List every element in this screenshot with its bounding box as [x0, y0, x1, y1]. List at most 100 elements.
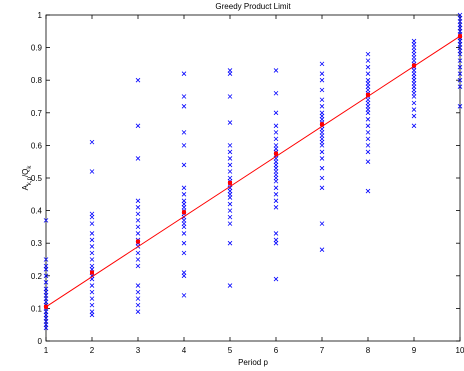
data-point [319, 247, 325, 253]
data-point [135, 302, 141, 308]
data-point [365, 136, 371, 142]
data-point [457, 48, 463, 54]
data-point [273, 237, 279, 243]
fit-line-marker [136, 239, 140, 244]
data-point [273, 192, 279, 197]
data-point [227, 208, 233, 213]
data-point [365, 103, 371, 109]
data-point [411, 81, 417, 86]
data-point [411, 51, 417, 57]
y-axis-label-main: A [21, 184, 30, 190]
y-tick-label: 0.1 [31, 304, 43, 313]
data-point [181, 185, 187, 191]
data-point [457, 29, 463, 34]
data-point [89, 312, 95, 318]
data-point [43, 325, 49, 331]
data-point [411, 45, 417, 50]
data-point [273, 240, 279, 246]
data-point [135, 289, 141, 295]
data-point [273, 198, 279, 204]
data-point [365, 81, 371, 86]
data-point [227, 240, 233, 246]
data-point [135, 257, 141, 262]
y-tick-label: 1 [38, 11, 43, 20]
data-point [411, 123, 417, 129]
data-point [181, 218, 187, 223]
y-axis: 0 0.1 0.2 0.3 0.4 0.5 0.6 0.7 0.8 0.9 1 [31, 11, 460, 346]
data-point [273, 123, 279, 129]
data-point [365, 110, 371, 116]
data-point [411, 107, 417, 112]
x-tick-label: 1 [44, 346, 49, 355]
data-point [319, 97, 325, 103]
data-point [43, 263, 49, 269]
x-axis-label: Period p [238, 358, 268, 367]
data-point [89, 211, 95, 217]
x-tick-label: 3 [136, 346, 141, 355]
data-point [43, 218, 49, 223]
data-point [365, 143, 371, 148]
data-point [411, 100, 417, 106]
data-point [319, 117, 325, 122]
data-point [43, 322, 49, 327]
data-point [273, 178, 279, 184]
data-point [181, 231, 187, 236]
data-point [43, 319, 49, 324]
data-point [457, 77, 463, 83]
data-point [365, 188, 371, 194]
data-point [457, 19, 463, 24]
data-point [411, 68, 417, 73]
data-point [135, 123, 141, 129]
data-point [365, 71, 371, 76]
data-point [43, 286, 49, 292]
data-point [273, 146, 279, 151]
data-point [135, 205, 141, 210]
data-point [43, 296, 49, 301]
data-point [89, 257, 95, 262]
data-point [43, 266, 49, 272]
data-point [227, 188, 233, 194]
data-point [181, 143, 187, 148]
data-point [319, 149, 325, 155]
data-point [181, 103, 187, 109]
fit-line-marker [44, 304, 48, 309]
data-point [411, 84, 417, 90]
data-point [457, 45, 463, 50]
data-point [227, 162, 233, 168]
data-point [319, 139, 325, 145]
data-point [411, 58, 417, 63]
x-axis: 1 2 3 4 5 6 7 8 9 10 [44, 15, 464, 355]
data-point [365, 149, 371, 155]
x-tick-label: 8 [366, 346, 371, 355]
data-point [227, 71, 233, 76]
x-tick-label: 5 [228, 346, 233, 355]
data-point [411, 87, 417, 93]
data-point [227, 283, 233, 288]
y-tick-label: 0.3 [31, 239, 43, 248]
data-point [135, 283, 141, 288]
data-point [365, 100, 371, 106]
data-point [227, 149, 233, 155]
data-point [181, 273, 187, 279]
data-point [273, 110, 279, 116]
data-point [89, 214, 95, 220]
data-point [411, 90, 417, 96]
data-point [319, 143, 325, 148]
data-point [457, 64, 463, 70]
data-point [319, 87, 325, 93]
data-point [89, 244, 95, 249]
data-point [135, 218, 141, 223]
y-tick-label: 0.8 [31, 76, 43, 85]
data-point [411, 38, 417, 44]
data-point [181, 94, 187, 99]
data-point [43, 289, 49, 295]
data-point [365, 87, 371, 93]
data-point [89, 263, 95, 269]
data-point [181, 240, 187, 246]
data-point [457, 22, 463, 28]
data-point [89, 289, 95, 295]
data-point [273, 185, 279, 191]
data-point [181, 198, 187, 204]
data-point [273, 169, 279, 174]
data-point [135, 309, 141, 314]
